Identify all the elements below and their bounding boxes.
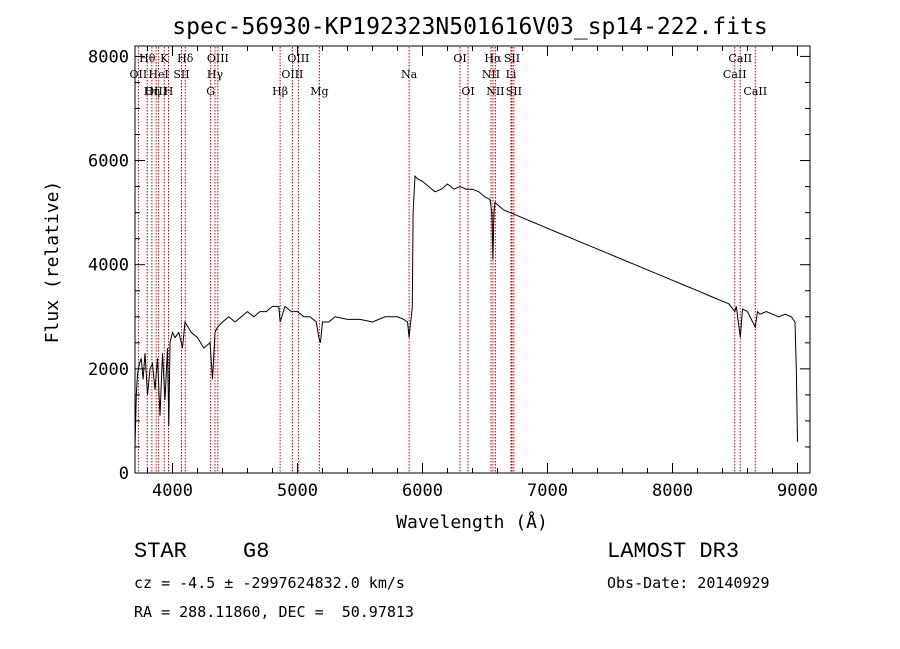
- x-tick-label: 5000: [277, 481, 318, 501]
- y-axis-label: Flux (relative): [42, 181, 63, 344]
- object-subclass: G8: [243, 539, 270, 564]
- spectral-line-label: Hη: [144, 85, 160, 98]
- spectral-line-label: OIII: [207, 52, 229, 65]
- spectral-line-label: Hγ: [207, 68, 224, 81]
- spectral-line-label: SII: [173, 68, 189, 81]
- x-axis-label: Wavelength (Å): [396, 511, 548, 533]
- spectral-line-label: CaII: [723, 68, 747, 81]
- axis-ticks: [135, 46, 810, 474]
- y-tick-label: 4000: [88, 256, 129, 276]
- chart-title: spec-56930-KP192323N501616V03_sp14-222.f…: [172, 14, 767, 40]
- survey-name: LAMOST DR3: [607, 539, 740, 564]
- spectral-line-label: NII: [486, 85, 504, 98]
- spectral-line-label: CaII: [743, 85, 767, 98]
- spectral-line-label: OI: [461, 85, 474, 98]
- y-tick-label: 8000: [88, 47, 129, 67]
- spectral-line-label: Mg: [310, 85, 328, 98]
- x-tick-label: 4000: [152, 481, 193, 501]
- plot-frame: [134, 45, 811, 474]
- object-class: STAR: [134, 539, 187, 564]
- spectral-line-label: OIII: [145, 85, 167, 98]
- spectral-line-label: SII: [504, 52, 520, 65]
- y-tick-labels: 0 2000 4000 6000 8000: [88, 47, 129, 484]
- coordinates-readout: RA = 288.11860, DEC = 50.97813: [134, 603, 414, 621]
- spectral-line-label: Hβ: [272, 85, 288, 98]
- redshift-readout: cz = -4.5 ± -2997624832.0 km/s: [134, 574, 405, 592]
- spectral-line-label: K: [160, 52, 169, 65]
- spectral-line-markers: [137, 47, 756, 472]
- spectral-line-label: CaII: [728, 52, 752, 65]
- x-tick-label: 7000: [527, 481, 568, 501]
- x-tick-label: 9000: [777, 481, 818, 501]
- spectral-line-label: Hθ: [139, 52, 156, 65]
- spectral-line-label: Hα: [484, 52, 502, 65]
- spectral-line-label: G: [206, 85, 215, 98]
- spectral-line-label: OIII: [281, 68, 303, 81]
- spectral-line-label: H: [164, 85, 174, 98]
- y-tick-label: 6000: [88, 152, 129, 172]
- spectral-line-label: Na: [401, 68, 418, 81]
- observation-date: Obs-Date: 20140929: [607, 574, 770, 592]
- spectral-line-label: NII: [482, 68, 500, 81]
- x-tick-labels: 4000 5000 6000 7000 8000 9000: [152, 481, 818, 501]
- y-tick-label: 2000: [88, 360, 129, 380]
- spectrum-series-line: [134, 175, 798, 448]
- spectral-line-label: Li: [506, 68, 517, 81]
- spectral-line-label: HeI: [148, 68, 168, 81]
- spectral-line-label: OIII: [287, 52, 309, 65]
- spectral-line-label: OII: [130, 68, 148, 81]
- spectral-line-label: SII: [506, 85, 522, 98]
- x-tick-label: 6000: [402, 481, 443, 501]
- y-tick-label: 0: [119, 464, 129, 484]
- x-tick-label: 8000: [652, 481, 693, 501]
- spectral-line-label: Hδ: [177, 52, 194, 65]
- spectral-line-label: OI: [453, 52, 466, 65]
